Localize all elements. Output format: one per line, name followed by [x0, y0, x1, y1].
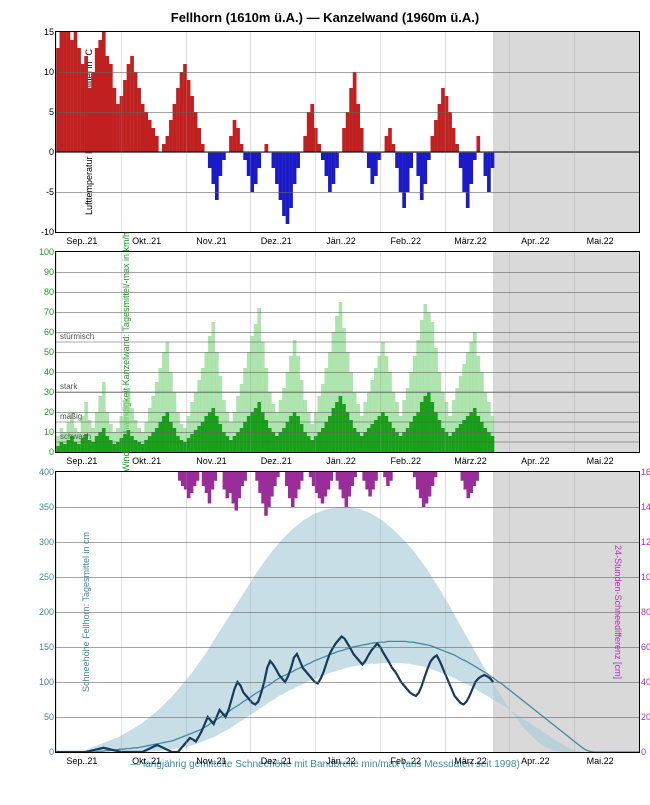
- snow-chart: Schneehöhe Fellhorn: Tagesmittel in cm 2…: [55, 471, 640, 753]
- temperature-chart: Lufttemperatur Fellhorn: Tagesmittel in …: [55, 31, 640, 233]
- footer-legend: — langjährig gemittelte Schneehöhe mit B…: [0, 753, 650, 770]
- wind-chart: Windgeschwindigkeit Kanzelwand: Tagesmit…: [55, 251, 640, 453]
- temp-plot: [56, 32, 639, 232]
- chart-title: Fellhorn (1610m ü.A.) — Kanzelwand (1960…: [0, 0, 650, 31]
